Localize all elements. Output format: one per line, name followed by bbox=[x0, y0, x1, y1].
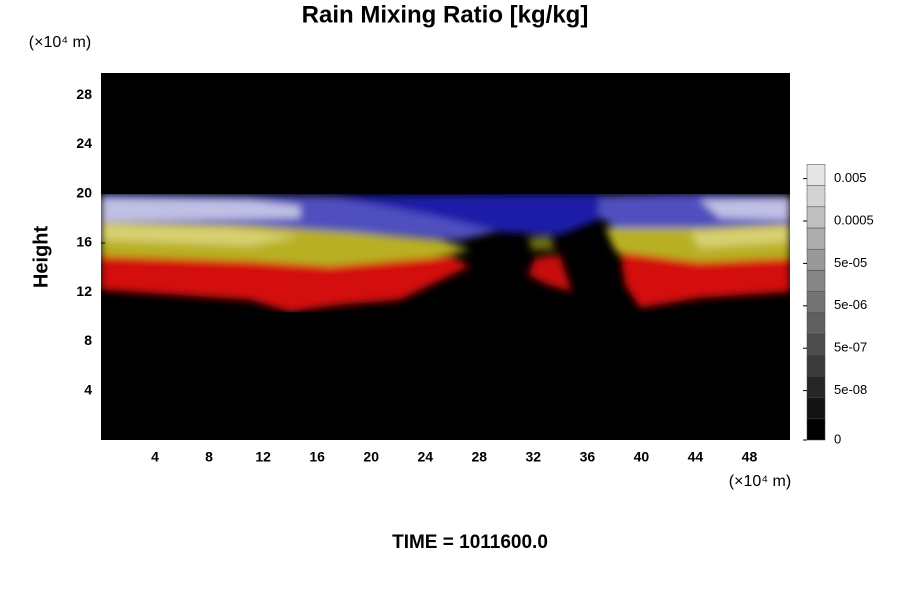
y-tick-label: 12 bbox=[76, 283, 92, 299]
x-unit: (×10⁴ m) bbox=[729, 473, 791, 490]
colorbar-level bbox=[806, 418, 826, 441]
field-red-center bbox=[528, 255, 572, 292]
y-tick-label: 28 bbox=[76, 86, 92, 102]
y-tick-label: 4 bbox=[84, 381, 92, 397]
field-light-yellow-right bbox=[690, 226, 790, 248]
x-tick-label: 36 bbox=[580, 449, 596, 465]
field-red-right bbox=[620, 252, 790, 308]
field-shapes bbox=[101, 194, 790, 312]
y-tick-label: 20 bbox=[76, 184, 92, 200]
colorbar-label: 5e-08 bbox=[834, 382, 867, 397]
colorbar-label: 0.005 bbox=[834, 170, 867, 185]
colorbar-level bbox=[806, 206, 826, 229]
colorbar-level bbox=[806, 185, 826, 208]
colorbar-level bbox=[806, 397, 826, 420]
field-pale bbox=[101, 198, 300, 222]
field-olive-center bbox=[528, 236, 555, 250]
x-tick-label: 20 bbox=[363, 449, 379, 465]
chart-title: Rain Mixing Ratio [kg/kg] bbox=[302, 1, 589, 28]
colorbar-level bbox=[806, 333, 826, 356]
y-tick-label: 24 bbox=[76, 135, 92, 151]
x-tick-label: 16 bbox=[309, 449, 325, 465]
field bbox=[101, 194, 790, 312]
x-tick-label: 28 bbox=[471, 449, 487, 465]
colorbar-label: 5e-05 bbox=[834, 255, 867, 270]
y-tick-label: 8 bbox=[84, 332, 92, 348]
x-tick-label: 8 bbox=[205, 449, 213, 465]
x-tick-label: 32 bbox=[526, 449, 542, 465]
x-tick-label: 12 bbox=[255, 449, 271, 465]
colorbar-level bbox=[806, 164, 826, 186]
colorbar-label: 0 bbox=[834, 431, 841, 446]
colorbar-level bbox=[806, 354, 826, 377]
colorbar-level bbox=[806, 248, 826, 271]
field-pale-right bbox=[700, 198, 790, 220]
x-tick-label: 40 bbox=[634, 449, 650, 465]
colorbar-label: 5e-07 bbox=[834, 340, 867, 355]
y-tick-label: 16 bbox=[76, 234, 92, 250]
y-unit: (×10⁴ m) bbox=[29, 34, 91, 51]
colorbar-level bbox=[806, 291, 826, 314]
x-tick-label: 48 bbox=[742, 449, 758, 465]
field-blue-center bbox=[330, 194, 610, 235]
colorbar-level bbox=[806, 376, 826, 398]
colorbar-level bbox=[806, 227, 826, 250]
colorbar-level bbox=[806, 270, 826, 292]
colorbar-label: 0.0005 bbox=[834, 212, 874, 227]
colorbar-label: 5e-06 bbox=[834, 297, 867, 312]
x-tick-label: 44 bbox=[688, 449, 704, 465]
x-tick-label: 24 bbox=[417, 449, 433, 465]
y-axis-label: Height bbox=[30, 226, 52, 289]
colorbar-level bbox=[806, 312, 826, 335]
x-tick-label: 4 bbox=[151, 449, 159, 465]
time-label: TIME = 1011600.0 bbox=[392, 532, 548, 553]
field-red bbox=[101, 256, 470, 312]
field-light-yellow bbox=[101, 224, 300, 246]
